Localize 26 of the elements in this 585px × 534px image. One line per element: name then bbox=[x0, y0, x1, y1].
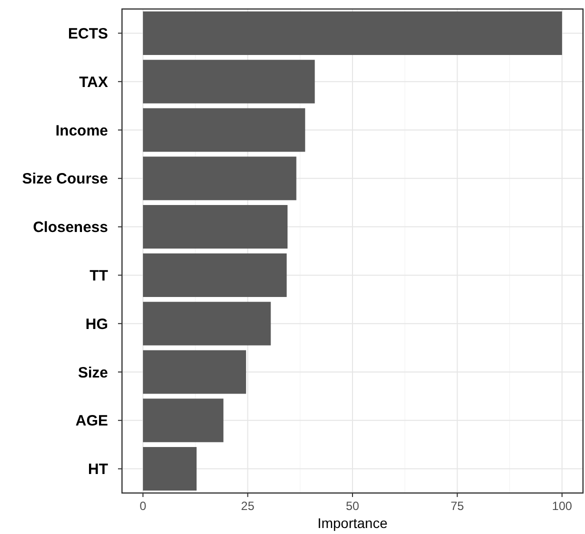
bar bbox=[142, 60, 315, 104]
y-tick-label: HT bbox=[88, 461, 108, 478]
bar bbox=[142, 350, 246, 394]
x-tick-label: 100 bbox=[552, 499, 572, 513]
y-tick-label: AGE bbox=[75, 412, 108, 430]
y-tick-label: TAX bbox=[79, 74, 108, 91]
bar bbox=[142, 398, 224, 442]
y-tick-label: ECTS bbox=[68, 25, 108, 42]
x-tick-label: 0 bbox=[140, 499, 147, 513]
x-axis-title: Importance bbox=[317, 515, 388, 531]
y-tick-label: TT bbox=[90, 267, 108, 284]
bar bbox=[142, 447, 197, 491]
bar bbox=[142, 108, 306, 152]
bar bbox=[142, 205, 288, 249]
y-tick-label: HG bbox=[86, 316, 108, 333]
x-tick-label: 75 bbox=[450, 499, 464, 513]
bar bbox=[142, 156, 296, 200]
bar bbox=[142, 253, 287, 297]
x-tick-label: 25 bbox=[241, 499, 255, 513]
y-tick-label: Size bbox=[78, 364, 108, 382]
bar bbox=[142, 302, 271, 346]
bar bbox=[142, 11, 562, 55]
y-tick-label: Closeness bbox=[32, 219, 108, 236]
y-tick-label: Income bbox=[55, 122, 108, 140]
y-tick-label: Size Course bbox=[22, 170, 108, 188]
x-tick-label: 50 bbox=[346, 499, 360, 513]
